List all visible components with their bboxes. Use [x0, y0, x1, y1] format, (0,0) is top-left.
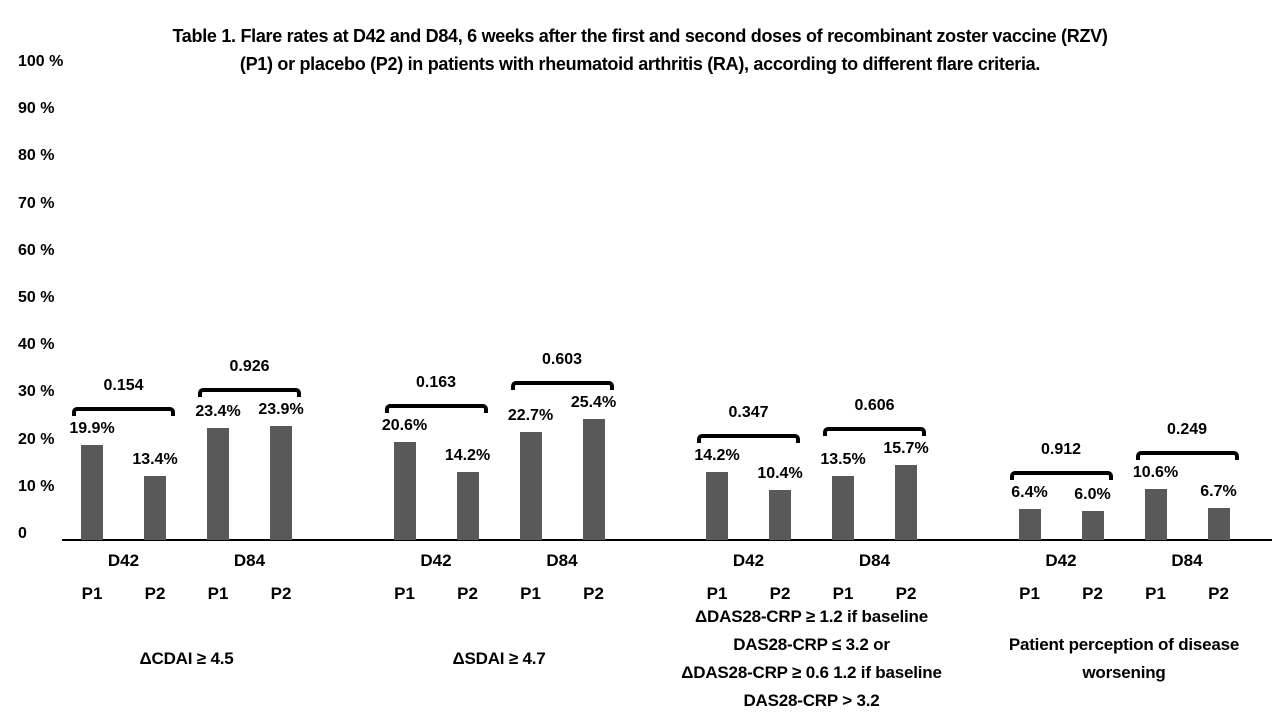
figure-title: Table 1. Flare rates at D42 and D84, 6 w… [0, 22, 1280, 78]
timepoint-label: D42 [107, 551, 140, 570]
bar-value-label: 6.0% [1074, 486, 1111, 504]
bar-p2-d84 [582, 418, 605, 540]
timepoint-label: D84 [546, 551, 578, 570]
y-axis-tick-label: 10 % [18, 477, 55, 495]
y-axis-tick-label: 50 % [18, 289, 55, 306]
group-caption-line: ΔSDAI ≥ 4.7 [452, 649, 546, 668]
bar-p1-d42 [81, 445, 103, 540]
pvalue-label: 0.606 [854, 397, 895, 415]
x-axis-line [62, 539, 1272, 541]
figure-title-line1: Table 1. Flare rates at D42 and D84, 6 w… [172, 26, 1108, 46]
bar-value-label: 14.2% [694, 447, 740, 465]
pvalue-label: 0.163 [415, 373, 457, 391]
significance-bracket [384, 403, 488, 413]
y-axis-tick-label: 0 [18, 525, 27, 542]
pvalue-label: 0.347 [728, 404, 769, 422]
y-axis-tick-label: 20 % [18, 430, 55, 448]
series-label: P2 [769, 584, 791, 603]
series-label: P1 [706, 584, 728, 603]
series-label: P1 [207, 584, 229, 603]
bar-p1-d42 [393, 441, 416, 540]
pvalue-label: 0.912 [1040, 441, 1082, 459]
significance-bracket [697, 434, 800, 444]
group-caption-line: ΔDAS28-CRP ≥ 0.6 1.2 if baseline [681, 663, 942, 682]
significance-bracket [823, 427, 926, 437]
bar-p2-d42 [769, 490, 791, 540]
bar-value-label: 13.4% [132, 451, 178, 469]
bar-p1-d84 [1144, 489, 1167, 540]
timepoint-label: D42 [420, 551, 452, 570]
timepoint-label: D84 [858, 551, 891, 570]
series-label: P2 [583, 584, 604, 603]
series-label: P1 [832, 584, 854, 603]
bar-p2-d84 [270, 425, 292, 540]
bar-value-label: 19.9% [69, 420, 115, 438]
series-label: P2 [1208, 584, 1229, 603]
significance-bracket [510, 380, 614, 390]
series-label: P1 [1019, 584, 1040, 603]
pvalue-label: 0.249 [1166, 421, 1208, 439]
bar-value-label: 6.4% [1011, 484, 1048, 502]
series-label: P1 [520, 584, 541, 603]
bar-p1-d84 [519, 431, 542, 540]
bar-value-label: 14.2% [444, 447, 491, 465]
series-label: P2 [1082, 584, 1103, 603]
y-axis-tick-label: 100 % [18, 53, 64, 70]
pvalue-label: 0.154 [103, 377, 144, 395]
y-axis-tick-label: 70 % [18, 194, 55, 212]
bar-value-label: 22.7% [507, 406, 554, 424]
bar-value-label: 20.6% [381, 416, 428, 434]
y-axis-tick-label: 30 % [18, 383, 55, 401]
y-axis-tick-label: 60 % [18, 241, 55, 259]
bar-value-label: 23.9% [258, 400, 304, 418]
timepoint-label: D42 [1045, 551, 1077, 570]
bar-value-label: 6.7% [1200, 483, 1237, 501]
significance-bracket [72, 407, 175, 417]
series-label: P1 [1145, 584, 1166, 603]
bar-value-label: 23.4% [195, 403, 241, 421]
timepoint-label: D84 [233, 551, 266, 570]
bar-p1-d42 [1018, 509, 1041, 540]
bar-p1-d42 [706, 472, 728, 540]
bar-p1-d84 [207, 428, 229, 540]
bar-value-label: 25.4% [570, 393, 617, 411]
significance-bracket [1009, 471, 1113, 481]
bar-p2-d84 [1207, 508, 1230, 540]
group-caption-line: ΔCDAI ≥ 4.5 [139, 649, 234, 668]
series-label: P1 [394, 584, 415, 603]
group-caption-line: ΔDAS28-CRP ≥ 1.2 if baseline [695, 607, 928, 626]
bar-value-label: 13.5% [820, 450, 866, 468]
figure-title-line2: (P1) or placebo (P2) in patients with rh… [239, 54, 1041, 74]
y-axis-tick-label: 90 % [18, 100, 55, 118]
timepoint-label: D42 [732, 551, 765, 570]
bar-p2-d42 [1081, 511, 1104, 540]
series-label: P1 [81, 584, 103, 603]
timepoint-label: D84 [1171, 551, 1203, 570]
significance-bracket [198, 387, 301, 397]
series-label: P2 [457, 584, 478, 603]
bar-value-label: 10.4% [757, 465, 803, 483]
series-label: P2 [895, 584, 917, 603]
pvalue-label: 0.603 [541, 350, 583, 368]
group-caption-line: DAS28-CRP > 3.2 [743, 691, 880, 710]
bar-value-label: 15.7% [883, 440, 929, 458]
y-axis-tick-label: 40 % [18, 336, 55, 354]
pvalue-label: 0.926 [229, 357, 270, 375]
bar-p2-d42 [456, 472, 479, 540]
bar-p2-d42 [144, 476, 166, 540]
bar-p2-d84 [895, 465, 917, 540]
y-axis-tick-label: 80 % [18, 147, 55, 165]
bar-p1-d84 [832, 475, 854, 540]
series-label: P2 [144, 584, 166, 603]
group-caption-line: DAS28-CRP ≤ 3.2 or [733, 635, 890, 654]
series-label: P2 [270, 584, 292, 603]
group-caption-line: worsening [1082, 663, 1166, 682]
bar-value-label: 10.6% [1132, 464, 1179, 482]
significance-bracket [1135, 451, 1239, 461]
group-caption-line: Patient perception of disease [1008, 635, 1240, 654]
